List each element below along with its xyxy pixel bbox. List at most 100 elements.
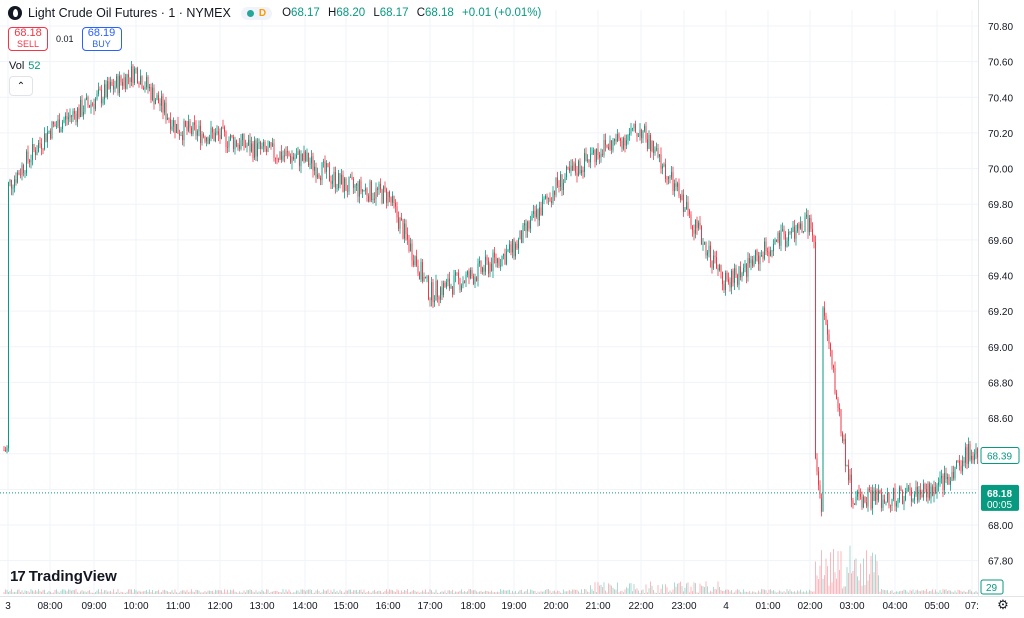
volume-bar — [573, 589, 575, 594]
candle-body — [894, 488, 896, 507]
volume-bar — [306, 589, 308, 594]
candle-body — [602, 153, 603, 156]
market-status-pill[interactable]: D — [240, 6, 273, 20]
volume-bar — [657, 584, 659, 594]
candle-body — [468, 271, 470, 279]
candle-body — [837, 398, 839, 408]
candle-body — [609, 140, 611, 150]
volume-bar — [254, 592, 255, 594]
symbol-title[interactable]: Light Crude Oil Futures · 1 · NYMEX — [28, 6, 231, 20]
volume-bar — [857, 576, 858, 594]
x-tick-label: 15:00 — [333, 601, 358, 612]
candle-body — [377, 188, 378, 190]
candle-body — [848, 465, 849, 481]
candle-body — [674, 183, 675, 192]
candle-body — [143, 87, 144, 90]
candle-body — [8, 182, 9, 449]
candle-body — [828, 334, 830, 344]
volume-bar — [59, 592, 60, 594]
candle-body — [429, 299, 431, 301]
candle-body — [632, 127, 633, 129]
volume-bar — [317, 589, 318, 594]
x-tick-label: 21:00 — [585, 601, 610, 612]
volume-bar — [98, 589, 99, 594]
volume-bar — [536, 592, 537, 594]
candle-body — [369, 181, 371, 202]
volume-bar — [873, 572, 875, 594]
volume-bar — [693, 582, 695, 594]
volume-bar — [69, 589, 71, 594]
candle-body — [596, 148, 597, 162]
volume-bar — [326, 590, 327, 594]
candle-body — [173, 120, 174, 127]
volume-bar — [605, 590, 606, 594]
candle-body — [419, 272, 420, 280]
sell-button[interactable]: 68.18 SELL — [8, 27, 48, 51]
volume-bar — [534, 590, 536, 594]
candle-body — [474, 277, 476, 285]
candle-body — [663, 164, 665, 167]
candle-body — [875, 490, 876, 502]
volume-bar — [576, 589, 578, 594]
candle-body — [351, 177, 353, 179]
volume-bar — [567, 591, 569, 594]
volume-bar — [945, 589, 947, 594]
volume-bar — [453, 592, 455, 594]
volume-bar — [792, 591, 794, 594]
logo-text: TradingView — [28, 568, 117, 585]
candle-body — [867, 488, 869, 507]
volume-bar — [444, 590, 446, 594]
candle-body — [137, 68, 138, 84]
volume-bar — [542, 591, 543, 594]
volume-bar — [752, 591, 753, 594]
buy-button[interactable]: 68.19 BUY — [81, 27, 122, 51]
volume-bar — [312, 592, 314, 594]
volume-bar — [882, 589, 884, 594]
volume-bar — [170, 592, 171, 594]
volume-bar — [245, 592, 246, 594]
candle-body — [273, 143, 275, 158]
candle-body — [68, 117, 69, 120]
volume-bar — [251, 589, 252, 594]
candle-body — [444, 282, 446, 288]
candle-body — [404, 223, 405, 239]
tradingview-logo[interactable]: 17 TradingView — [10, 568, 117, 585]
volume-bar — [506, 590, 507, 594]
candle-body — [5, 450, 6, 452]
volume-bar — [930, 591, 932, 594]
candle-body — [507, 249, 509, 252]
volume-bar — [311, 589, 312, 594]
volume-bar — [854, 559, 855, 594]
candle-body — [951, 471, 953, 482]
volume-bar — [801, 592, 803, 594]
volume-bar — [260, 591, 261, 594]
volume-bar — [357, 591, 359, 594]
collapse-legend-button[interactable]: ⌃ — [9, 76, 33, 96]
gear-icon[interactable]: ⚙ — [997, 597, 1009, 612]
candle-body — [924, 484, 926, 489]
volume-bar — [480, 590, 482, 594]
volume-bar — [45, 592, 47, 594]
volume-bar — [588, 592, 590, 594]
volume-bar — [420, 592, 422, 594]
volume-bar — [846, 567, 848, 594]
volume-bar — [897, 591, 899, 594]
candle-body — [752, 259, 753, 266]
x-tick-label: 04:00 — [882, 601, 907, 612]
candle-body — [587, 159, 588, 161]
y-tick-label: 70.00 — [988, 165, 1013, 176]
candle-body — [267, 146, 269, 152]
candle-body — [546, 195, 548, 199]
y-tick-label: 68.60 — [988, 414, 1013, 425]
volume-bar — [776, 592, 777, 594]
volume-bar — [840, 551, 842, 594]
candle-body — [621, 140, 623, 149]
candle-body — [33, 143, 35, 150]
candle-body — [950, 481, 951, 485]
candle-body — [707, 252, 708, 256]
candle-body — [297, 151, 299, 155]
candle-body — [44, 133, 45, 150]
volume-bar — [423, 591, 425, 594]
volume-bar — [738, 589, 740, 594]
